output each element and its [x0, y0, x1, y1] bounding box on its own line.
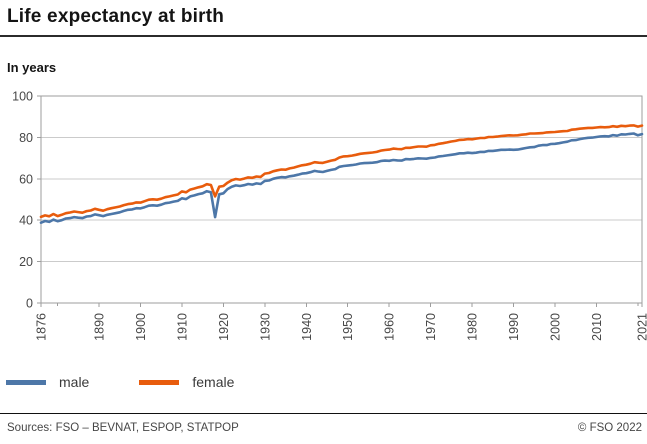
svg-text:1970: 1970	[424, 313, 438, 341]
female-line-swatch	[139, 379, 180, 385]
svg-text:2021: 2021	[636, 313, 647, 341]
page-title: Life expectancy at birth	[7, 6, 225, 27]
copyright-text: © FSO 2022	[577, 422, 642, 434]
svg-text:1910: 1910	[175, 313, 189, 341]
svg-text:1960: 1960	[383, 313, 397, 341]
sources-text: Sources: FSO – BEVNAT, ESPOP, STATPOP	[7, 422, 239, 434]
svg-text:40: 40	[19, 214, 33, 228]
svg-text:1990: 1990	[507, 313, 521, 341]
svg-text:100: 100	[12, 90, 33, 104]
svg-text:2010: 2010	[590, 313, 604, 341]
svg-text:60: 60	[19, 172, 33, 186]
svg-text:1940: 1940	[300, 313, 314, 341]
legend-item-female: female	[139, 374, 234, 390]
svg-text:1930: 1930	[258, 313, 272, 341]
chart-unit-label: In years	[7, 60, 57, 75]
svg-text:2000: 2000	[548, 313, 562, 341]
legend: male female	[6, 372, 284, 392]
svg-text:80: 80	[19, 131, 33, 145]
chart-area: 0 20 40 60 80 100 1876 1890 1900 1910 1920 1930 1940…	[0, 85, 647, 357]
legend-label-female: female	[192, 374, 235, 390]
svg-text:1876: 1876	[35, 313, 49, 341]
svg-text:0: 0	[26, 297, 33, 311]
legend-item-male: male	[6, 374, 89, 390]
male-line-swatch	[6, 379, 46, 385]
svg-text:20: 20	[19, 255, 33, 269]
svg-text:1920: 1920	[217, 313, 231, 341]
legend-label-male: male	[59, 374, 90, 390]
svg-text:1900: 1900	[134, 313, 148, 341]
svg-text:1890: 1890	[93, 313, 107, 341]
svg-text:1950: 1950	[341, 313, 355, 341]
footer-divider	[0, 413, 647, 414]
title-divider	[0, 35, 647, 37]
svg-text:1980: 1980	[466, 313, 480, 341]
line-chart-svg: 0 20 40 60 80 100 1876 1890 1900 1910 1920 1930 1940…	[12, 90, 647, 341]
